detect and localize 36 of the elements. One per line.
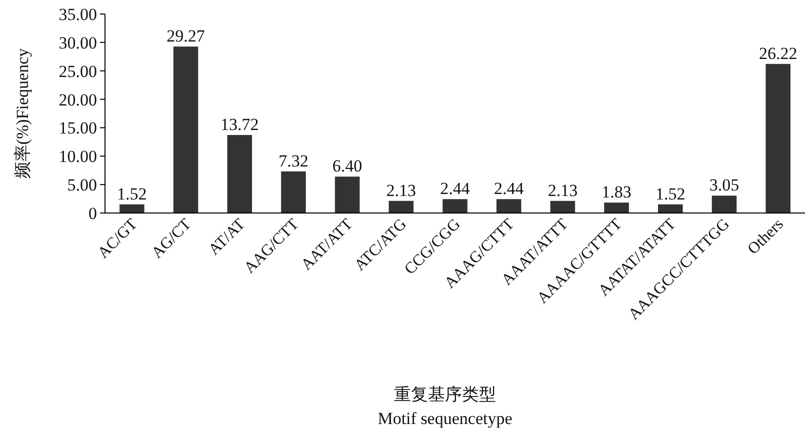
- bar: [227, 134, 252, 213]
- data-label: 1.52: [117, 184, 147, 204]
- bar: [496, 199, 522, 213]
- data-label: 3.05: [709, 176, 740, 195]
- data-label: 29.27: [166, 26, 206, 46]
- bar: [120, 204, 144, 213]
- data-label: 6.40: [332, 156, 362, 176]
- data-label: 2.44: [494, 179, 524, 198]
- bar: [766, 64, 790, 213]
- y-tick-label: 20.00: [58, 90, 97, 110]
- data-label: 7.32: [278, 151, 308, 170]
- y-tick-label: 0: [88, 204, 97, 223]
- y-tick-label: 10.00: [58, 147, 97, 166]
- x-axis-title: 重复基序类型 Motif sequencetype: [378, 385, 512, 428]
- y-axis-title: 频率(%)Fiequency: [13, 48, 32, 179]
- y-tick-label: 25.00: [58, 62, 97, 81]
- bar: [388, 200, 414, 213]
- bar: [712, 196, 737, 213]
- data-label: 13.72: [220, 114, 259, 134]
- y-tick-label: 5.00: [67, 176, 97, 195]
- y-tick-label: 15.00: [58, 118, 97, 138]
- bar: [334, 176, 360, 213]
- y-tick-label: 35.00: [58, 5, 97, 24]
- bar: [173, 46, 198, 213]
- bar: [658, 204, 683, 213]
- data-label: 2.44: [440, 179, 470, 198]
- data-label: 2.13: [386, 180, 416, 200]
- data-label: 1.52: [656, 184, 686, 204]
- y-tick-label: 30.00: [58, 33, 97, 52]
- data-label: 2.13: [548, 180, 578, 200]
- bar: [281, 171, 306, 213]
- bar: [550, 200, 576, 213]
- data-label: 26.22: [758, 44, 798, 63]
- bar: [442, 199, 468, 213]
- data-label: 1.83: [602, 182, 632, 202]
- bar: [604, 202, 629, 213]
